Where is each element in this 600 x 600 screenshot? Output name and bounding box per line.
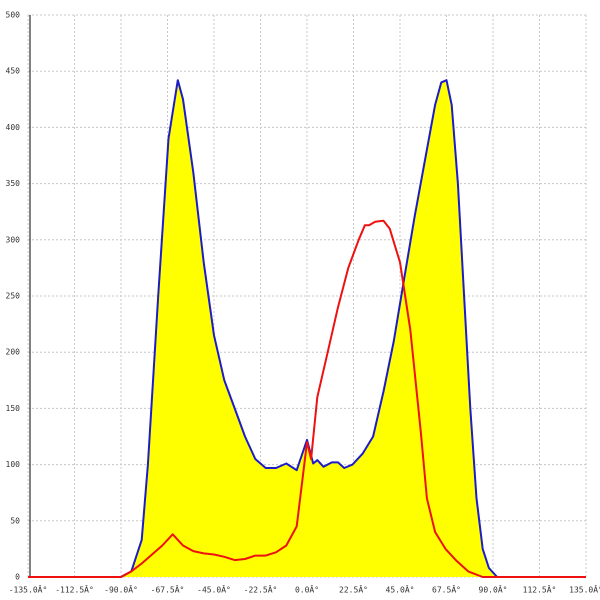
y-tick-label: 0 bbox=[15, 573, 20, 582]
x-tick-label: 90.0Â° bbox=[479, 584, 508, 595]
x-tick-label: 45.0Â° bbox=[386, 584, 415, 595]
y-tick-label: 500 bbox=[6, 11, 21, 20]
x-tick-label: 22.5Â° bbox=[339, 584, 368, 595]
line bbox=[28, 79, 586, 578]
y-tick-label: 250 bbox=[6, 292, 21, 301]
x-tick-label: 0.0Â° bbox=[295, 584, 319, 595]
line bbox=[28, 219, 586, 578]
x-tick-label: -112.5Â° bbox=[55, 584, 94, 595]
x-tick-label: -135.0Â° bbox=[9, 584, 48, 595]
y-tick-label: 200 bbox=[6, 348, 21, 357]
x-tick-label: -90.0Â° bbox=[104, 584, 138, 595]
x-tick-label: 67.5Â° bbox=[432, 584, 461, 595]
y-tick-label: 300 bbox=[6, 235, 21, 244]
y-tick-label: 100 bbox=[6, 460, 21, 469]
area bbox=[28, 80, 586, 577]
y-tick-label: 50 bbox=[10, 516, 20, 525]
x-tick-label: -45.0Â° bbox=[197, 584, 231, 595]
x-tick-label: -67.5Â° bbox=[151, 584, 185, 595]
x-tick-label: -22.5Â° bbox=[244, 584, 278, 595]
y-tick-label: 350 bbox=[6, 179, 21, 188]
y-tick-label: 400 bbox=[6, 123, 21, 132]
y-tick-label: 150 bbox=[6, 404, 21, 413]
x-tick-label: 112.5Â° bbox=[523, 584, 557, 595]
y-tick-label: 450 bbox=[6, 67, 21, 76]
x-tick-label: 135.0Â° bbox=[569, 584, 600, 595]
